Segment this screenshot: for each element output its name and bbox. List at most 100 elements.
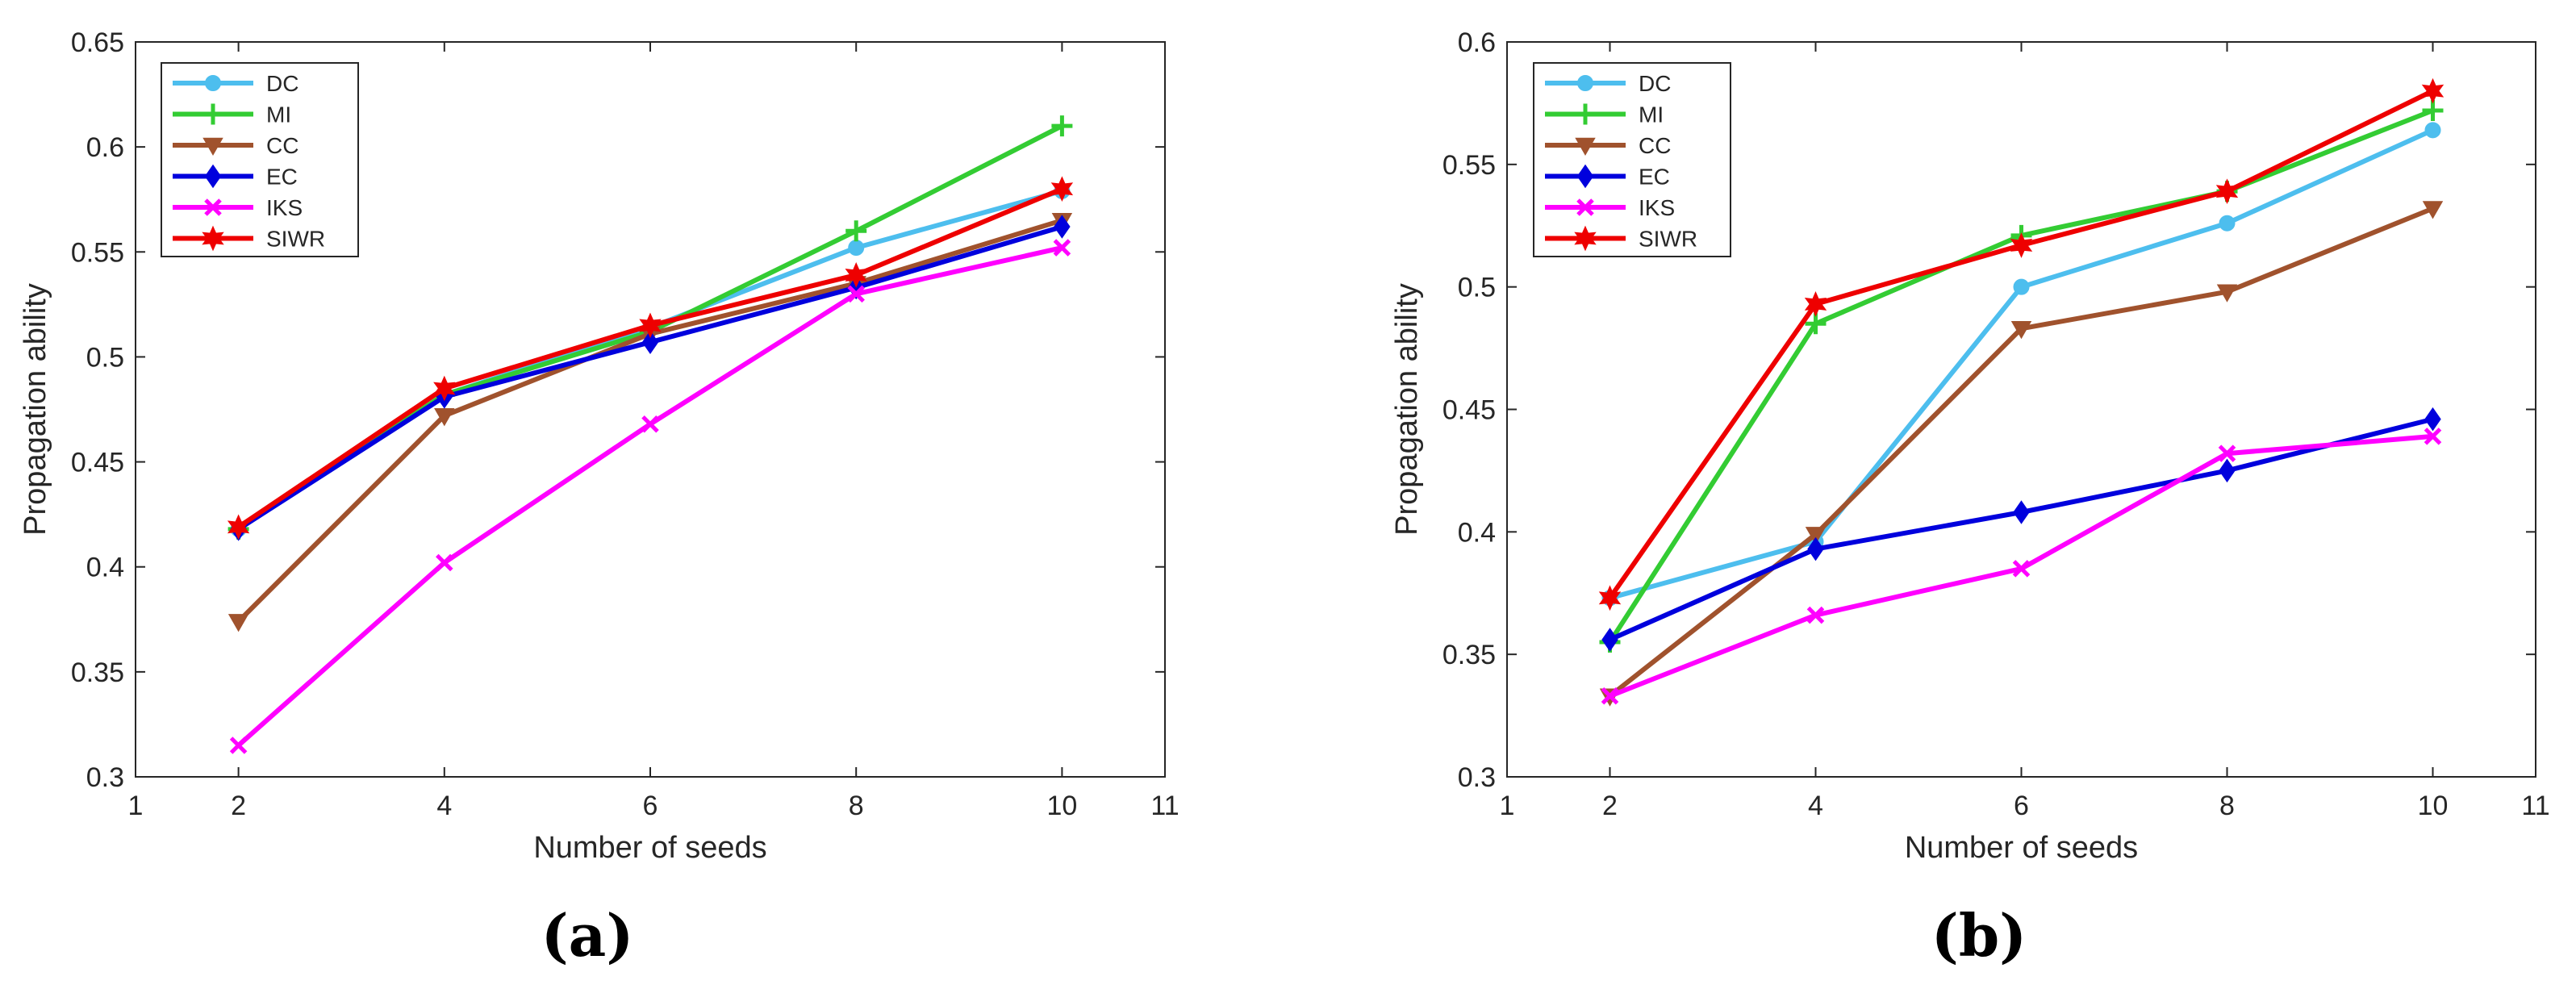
data-point-dc [848,240,865,257]
legend-item-dc: DC [173,71,299,96]
x-tick-label: 1 [1500,791,1515,821]
data-point-siwr [227,514,250,540]
x-tick-label: 1 [128,791,144,821]
x-tick-label: 10 [2418,791,2449,821]
data-point-siwr [1598,585,1622,611]
legend-marker [1575,103,1596,125]
x-tick-label: 4 [1808,791,1823,821]
legend-label: MI [1639,102,1664,127]
x-tick-label: 6 [643,791,658,821]
x-tick-label: 10 [1046,791,1077,821]
data-point-mi [1051,115,1073,137]
data-point-mi [845,220,867,242]
data-point-iks [641,415,659,433]
legend-marker [1575,137,1596,156]
y-tick-label: 0.5 [86,342,124,373]
legend-item-ec: EC [173,165,298,190]
data-point-iks [1053,239,1071,257]
x-axis-label: Number of seeds [533,831,766,865]
y-tick-label: 0.35 [71,657,124,688]
data-point-iks [436,553,453,572]
legend-marker [204,164,222,189]
series-iks [229,239,1071,754]
data-point-cc [2010,321,2032,340]
legend-box [161,62,359,257]
data-point-dc [2219,215,2236,232]
legend-marker [204,198,222,216]
data-point-siwr [1804,291,1827,317]
data-point-ec [2424,407,2441,432]
x-tick-label: 4 [436,791,452,821]
data-point-iks [1806,606,1825,624]
legend-label: SIWR [266,227,325,252]
data-point-siwr [639,312,662,339]
data-point-cc [2422,201,2444,219]
data-point-ec [641,330,659,354]
legend-item-mi: MI [1545,102,1664,127]
data-point-ec [1807,536,1824,561]
series-siwr [1598,77,2444,611]
data-point-iks [847,285,865,303]
data-point-siwr [2010,232,2033,258]
legend-label: DC [266,71,299,96]
x-tick-label: 2 [1602,791,1618,821]
legend-marker [1574,225,1597,252]
data-point-siwr [2421,77,2444,104]
legend-marker [202,137,223,156]
series-iks [1601,428,2442,705]
y-tick-label: 0.45 [71,448,124,478]
legend-item-cc: CC [173,133,299,158]
data-point-cc [434,408,455,427]
data-point-iks [2012,560,2031,578]
data-point-iks [2218,444,2236,462]
y-tick-label: 0.3 [86,762,124,793]
y-tick-label: 0.35 [1442,640,1496,670]
legend-label: CC [266,133,299,158]
x-tick-label: 8 [2219,791,2235,821]
data-point-ec [1601,628,1618,652]
x-tick-label: 6 [2014,791,2029,821]
x-tick-label: 11 [2521,791,2549,821]
y-tick-label: 0.3 [1458,762,1496,793]
legend-box [1533,62,1731,257]
y-tick-label: 0.5 [1458,273,1496,303]
x-tick-label: 11 [1150,791,1179,821]
data-point-iks [229,737,248,754]
series-siwr [227,176,1074,540]
data-point-siwr [433,375,456,402]
legend-label: EC [266,165,298,190]
data-point-ec [1054,215,1071,239]
data-point-siwr [2215,178,2239,205]
chart-panel-a: 1 2 4 6 8 10 11 0.3 0.35 0.4 0.45 0.5 0.55 0.6 0.65 Num… [19,27,1179,970]
legend-item-iks: IKS [1545,195,1675,220]
legend-item-mi: MI [173,102,291,127]
x-tick-label: 2 [231,791,246,821]
legend-marker [1576,198,1594,216]
legend-item-iks: IKS [173,195,303,220]
y-tick-label: 0.6 [1458,27,1496,58]
data-point-cc [2216,284,2238,303]
legend-label: MI [266,102,291,127]
chart-panel-b: 1 2 4 6 8 10 11 0.3 0.35 0.4 0.45 0.5 0.55 0.6 Number … [1390,27,2550,970]
data-point-iks [2424,428,2442,445]
y-tick-label: 0.55 [71,237,124,268]
y-tick-label: 0.45 [1442,395,1496,426]
legend: DC MI CC EC IKS SIWR [1533,62,1731,257]
legend-item-siwr: SIWR [1545,225,1697,252]
legend-item-siwr: SIWR [173,225,325,252]
data-point-cc [1805,527,1827,545]
legend-item-cc: CC [1545,133,1671,158]
legend-marker [1577,75,1593,91]
y-tick-label: 0.6 [86,132,124,163]
legend-marker [205,75,221,91]
y-tick-label: 0.55 [1442,150,1496,181]
data-point-ec [2219,458,2236,483]
y-axis-label: Propagation ability [19,283,52,536]
legend-item-dc: DC [1545,71,1671,96]
data-point-dc [2013,278,2030,295]
y-tick-label: 0.4 [1458,517,1496,548]
legend-marker [202,103,223,125]
legend-label: DC [1639,71,1671,96]
legend-marker [202,225,224,252]
